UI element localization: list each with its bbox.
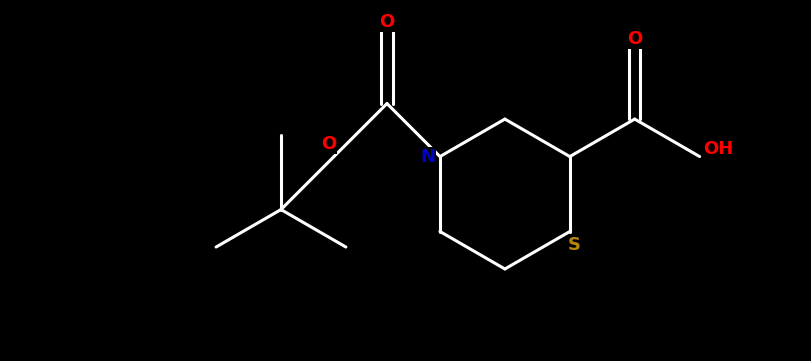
Text: OH: OH bbox=[702, 140, 732, 158]
Text: O: O bbox=[321, 135, 336, 153]
Text: S: S bbox=[567, 236, 580, 254]
Text: O: O bbox=[379, 13, 394, 31]
Text: N: N bbox=[419, 148, 435, 166]
Text: O: O bbox=[626, 30, 642, 48]
